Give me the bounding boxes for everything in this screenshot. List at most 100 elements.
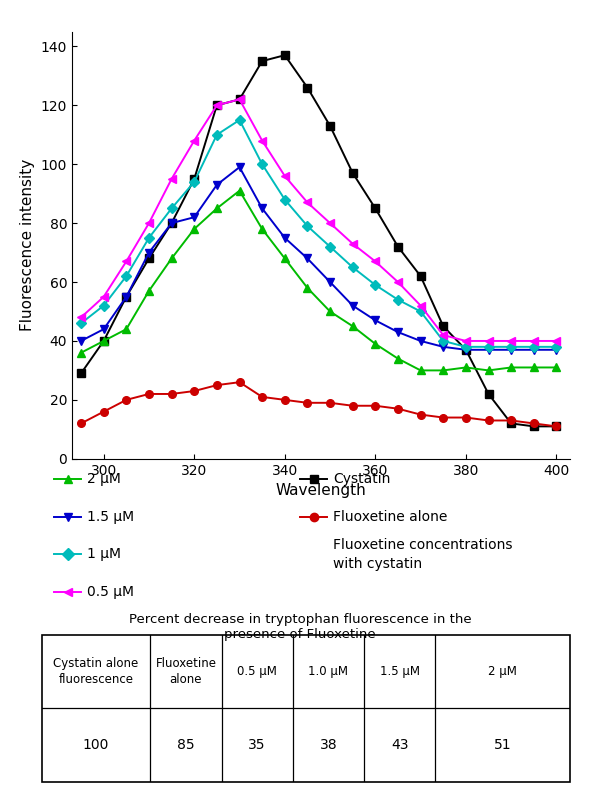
1 μM xyxy=(145,233,152,243)
Text: 35: 35 xyxy=(248,738,266,752)
Text: 100: 100 xyxy=(83,738,109,752)
Cystatin xyxy=(77,369,85,378)
0.5 μM xyxy=(349,239,356,248)
Fluoxetine alone xyxy=(100,407,107,416)
Fluoxetine alone xyxy=(259,392,266,402)
0.5 μM xyxy=(485,336,492,346)
1.5 μM xyxy=(530,345,538,354)
0.5 μM xyxy=(191,136,198,146)
Fluoxetine alone xyxy=(191,386,198,396)
Fluoxetine alone xyxy=(77,418,85,428)
Fluoxetine alone xyxy=(462,413,469,422)
1.5 μM xyxy=(485,345,492,354)
2 μM xyxy=(394,354,401,363)
1 μM xyxy=(349,263,356,272)
2 μM xyxy=(281,254,289,263)
1 μM xyxy=(304,221,311,231)
2 μM xyxy=(485,365,492,375)
1.5 μM xyxy=(281,233,289,243)
Cystatin xyxy=(304,83,311,93)
Text: 1.0 μM: 1.0 μM xyxy=(308,665,349,678)
2 μM xyxy=(100,336,107,346)
Line: 0.5 μM: 0.5 μM xyxy=(77,96,560,345)
1.5 μM xyxy=(440,342,447,351)
2 μM xyxy=(440,365,447,375)
Text: 1.5 μM: 1.5 μM xyxy=(87,509,134,524)
1 μM xyxy=(508,342,515,351)
Fluoxetine alone xyxy=(553,422,560,431)
Text: Fluoxetine concentrations
with cystatin: Fluoxetine concentrations with cystatin xyxy=(333,539,512,570)
1.5 μM xyxy=(236,162,243,172)
1.5 μM xyxy=(168,218,175,228)
2 μM xyxy=(236,186,243,195)
Cystatin xyxy=(508,418,515,428)
Cystatin xyxy=(213,100,220,110)
Text: Fluoxetine alone: Fluoxetine alone xyxy=(333,509,448,524)
Line: 2 μM: 2 μM xyxy=(77,187,560,374)
0.5 μM xyxy=(440,331,447,340)
1 μM xyxy=(440,336,447,346)
1 μM xyxy=(123,271,130,281)
Fluoxetine alone xyxy=(394,404,401,414)
1.5 μM xyxy=(349,301,356,310)
0.5 μM xyxy=(394,278,401,287)
1 μM xyxy=(236,115,243,125)
1 μM xyxy=(372,280,379,290)
Cystatin xyxy=(145,254,152,263)
0.5 μM xyxy=(123,256,130,266)
1.5 μM xyxy=(462,345,469,354)
0.5 μM xyxy=(77,312,85,322)
1 μM xyxy=(259,160,266,169)
2 μM xyxy=(553,363,560,373)
Cystatin xyxy=(281,51,289,60)
1.5 μM xyxy=(213,180,220,190)
2 μM xyxy=(145,286,152,296)
2 μM xyxy=(349,321,356,331)
0.5 μM xyxy=(553,336,560,346)
Text: Cystatin alone
fluorescence: Cystatin alone fluorescence xyxy=(53,657,139,687)
Fluoxetine alone xyxy=(508,416,515,426)
0.5 μM xyxy=(372,256,379,266)
1.5 μM xyxy=(100,324,107,334)
Cystatin xyxy=(236,95,243,104)
1 μM xyxy=(281,195,289,204)
Fluoxetine alone xyxy=(372,401,379,411)
Text: 1 μM: 1 μM xyxy=(87,547,121,562)
Cystatin xyxy=(168,218,175,228)
Fluoxetine alone xyxy=(236,377,243,387)
Fluoxetine alone xyxy=(304,398,311,407)
Cystatin xyxy=(123,292,130,301)
Text: Percent decrease in tryptophan fluorescence in the
presence of Fluoxetine: Percent decrease in tryptophan fluoresce… xyxy=(128,613,472,641)
Text: 0.5 μM: 0.5 μM xyxy=(237,665,277,678)
2 μM xyxy=(530,363,538,373)
Line: 1 μM: 1 μM xyxy=(77,116,560,350)
1 μM xyxy=(485,342,492,351)
0.5 μM xyxy=(304,198,311,207)
Text: Fluoxetine
alone: Fluoxetine alone xyxy=(155,657,217,687)
1.5 μM xyxy=(259,203,266,213)
1 μM xyxy=(191,177,198,187)
1 μM xyxy=(530,342,538,351)
1.5 μM xyxy=(123,292,130,301)
1 μM xyxy=(417,307,424,316)
Cystatin xyxy=(394,242,401,252)
2 μM xyxy=(191,225,198,234)
1 μM xyxy=(553,342,560,351)
1 μM xyxy=(394,295,401,305)
1.5 μM xyxy=(372,316,379,325)
1.5 μM xyxy=(191,213,198,222)
Cystatin xyxy=(372,203,379,213)
2 μM xyxy=(123,324,130,334)
X-axis label: Wavelength: Wavelength xyxy=(275,483,367,498)
Cystatin xyxy=(553,422,560,431)
1.5 μM xyxy=(417,336,424,346)
1 μM xyxy=(77,319,85,328)
Text: 38: 38 xyxy=(320,738,337,752)
0.5 μM xyxy=(100,292,107,301)
1.5 μM xyxy=(326,278,334,287)
Fluoxetine alone xyxy=(440,413,447,422)
1 μM xyxy=(213,130,220,139)
0.5 μM xyxy=(417,301,424,310)
1.5 μM xyxy=(77,336,85,346)
0.5 μM xyxy=(530,336,538,346)
